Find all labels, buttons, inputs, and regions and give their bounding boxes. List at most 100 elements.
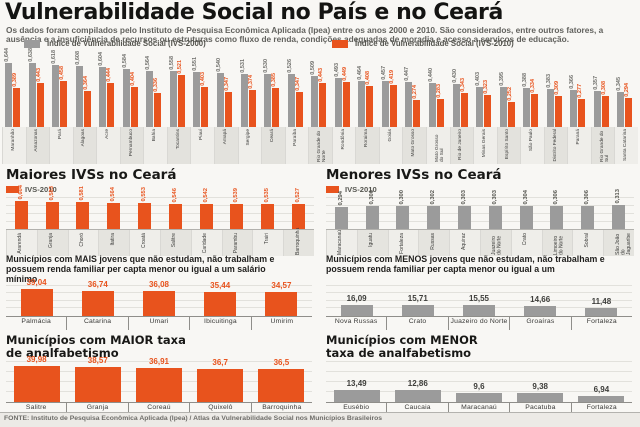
- mini-legend-label: IVS-2010: [345, 185, 377, 194]
- column-band: [326, 230, 357, 256]
- bar: [135, 368, 182, 402]
- bar-ivs2010: [601, 96, 609, 127]
- municipality-label: Maracanaú: [337, 229, 344, 255]
- bar-ivs2000: [193, 72, 201, 127]
- bar-ivs2000: [358, 81, 366, 127]
- value-label-ivs2000: 0,447: [404, 67, 411, 81]
- state-column: 0,584 0,404 Pernambuco: [119, 54, 144, 164]
- value-label: 6,94: [593, 385, 610, 394]
- category-row: Eusébio Caucaia Maracanaú Pacatuba Fortaleza: [326, 402, 632, 416]
- value-label: 13,49: [346, 379, 367, 388]
- bar: [519, 206, 533, 230]
- maiores-ivs-chart: 0,604 Ararendá 0,583 Granja 0,581 Choró 0,564 I…: [6, 185, 314, 256]
- column-band: [129, 230, 160, 256]
- bar-ivs2000: [28, 63, 36, 127]
- value-label: 0,553: [141, 187, 148, 202]
- gridline: [326, 205, 634, 206]
- bar: [612, 205, 626, 230]
- bar-ivs2000: [311, 76, 319, 127]
- bar-ivs2010: [319, 83, 327, 127]
- bar: [13, 366, 60, 402]
- bar-ivs2010: [225, 92, 232, 127]
- state-label: Rio Grande do Sul: [599, 130, 610, 162]
- bar-ivs2010: [83, 91, 91, 127]
- bar-ivs2000: [146, 71, 154, 127]
- column-band: [449, 230, 480, 256]
- legend-swatch-ivs2000: [24, 39, 40, 48]
- value-label-ivs2010: 0,389: [12, 73, 18, 87]
- value-label-ivs2000: 0,526: [286, 59, 293, 73]
- municipality-label: Choró: [78, 233, 85, 247]
- value-label-ivs2010: 0,308: [600, 81, 607, 95]
- value-label: 36,74: [87, 280, 108, 289]
- value-label-ivs2000: 0,644: [4, 48, 10, 62]
- section-title: Menores IVSs no Ceará: [326, 167, 502, 183]
- value-label: 0,583: [48, 186, 55, 201]
- value-label: 0,300: [399, 190, 406, 205]
- bar-cell: 34,57: [251, 282, 312, 316]
- state-column: 0,604 0,444 Acre: [96, 52, 120, 164]
- bar: [230, 204, 244, 230]
- state-column: 0,403 0,323 Minas Gerais: [473, 57, 497, 164]
- bar: [265, 292, 298, 316]
- state-label: Distrito Federal: [552, 129, 558, 162]
- bar-cell: 11,48: [571, 286, 632, 316]
- bar-ivs2000: [287, 74, 295, 127]
- bar: [333, 390, 380, 402]
- state-column: 0,493 0,449 Rondônia: [331, 57, 356, 164]
- bar-ivs2000: [52, 65, 60, 127]
- column-band: [252, 230, 284, 256]
- value-label-ivs2000: 0,551: [192, 57, 199, 71]
- value-label: 9,38: [532, 382, 548, 391]
- value-label: 15,55: [468, 294, 489, 303]
- state-label: Amazonas: [34, 129, 40, 152]
- bar-ivs2000: [429, 83, 436, 127]
- state-column: 0,558 0,521 Tocantins: [166, 56, 191, 164]
- bar-cell: 39,04: [6, 279, 67, 316]
- state-label: Paraná: [576, 129, 582, 145]
- states-ivs-bar-chart: 0,644 0,389 Maranhão 0,638 0,443 Amazonas 0,61…: [2, 48, 638, 165]
- municipality-label: Iguatu: [368, 233, 375, 247]
- value-label: 36,5: [273, 358, 290, 367]
- bar-ivs2010: [366, 86, 374, 127]
- bar-cell: 12,86: [387, 362, 448, 402]
- column-band: [25, 127, 50, 164]
- value-label: 36,91: [148, 357, 169, 366]
- column-band: [473, 127, 497, 164]
- value-label-ivs2000: 0,430: [451, 69, 458, 83]
- column-band: [6, 230, 37, 256]
- bar-ivs2010: [531, 94, 539, 127]
- bar-ivs2000: [381, 81, 389, 127]
- bar: [138, 203, 152, 230]
- bar-ivs2010: [60, 81, 68, 127]
- bar-ivs2000: [240, 74, 248, 127]
- state-label: Bahia: [152, 129, 158, 142]
- column-band: [510, 230, 542, 256]
- bar: [261, 204, 275, 230]
- plot-area: 13,49 12,86 9,6 9,38 6,94: [326, 361, 632, 402]
- menor-analfabetismo-chart: 13,49 12,86 9,6 9,38 6,94 Eusébio Caucaia Marac…: [326, 361, 632, 416]
- panel-menos-jovens: Municípios com MENOS jovens que não estu…: [326, 254, 632, 330]
- value-label: 0,604: [17, 185, 24, 200]
- value-label: 34,57: [271, 281, 292, 290]
- section-title: Municípios com MAIOR taxa de analfabetis…: [6, 333, 186, 360]
- mini-legend: IVS-2010: [6, 185, 314, 194]
- value-label-ivs2010: 0,404: [129, 72, 136, 86]
- bar-ivs2010: [342, 82, 350, 127]
- bar-cell: 9,38: [510, 362, 571, 402]
- bar-ivs2010: [484, 95, 492, 127]
- municipality-label: Salitre: [171, 233, 178, 248]
- bar: [427, 206, 441, 230]
- column-band: [96, 127, 120, 164]
- municipality-label: Caucaia: [386, 403, 447, 416]
- bar-cell: 36,74: [67, 281, 128, 316]
- column-band: [143, 127, 167, 164]
- bar: [550, 206, 564, 230]
- value-label-ivs2010: 0,419: [388, 70, 395, 84]
- column-band: [480, 230, 511, 256]
- column-band: [572, 230, 604, 256]
- municipality-label: Ararendá: [17, 233, 24, 254]
- column-band: [402, 127, 426, 164]
- municipality-column: 0,527 Barroquinha: [283, 188, 314, 256]
- municipality-label: Russas: [429, 233, 436, 250]
